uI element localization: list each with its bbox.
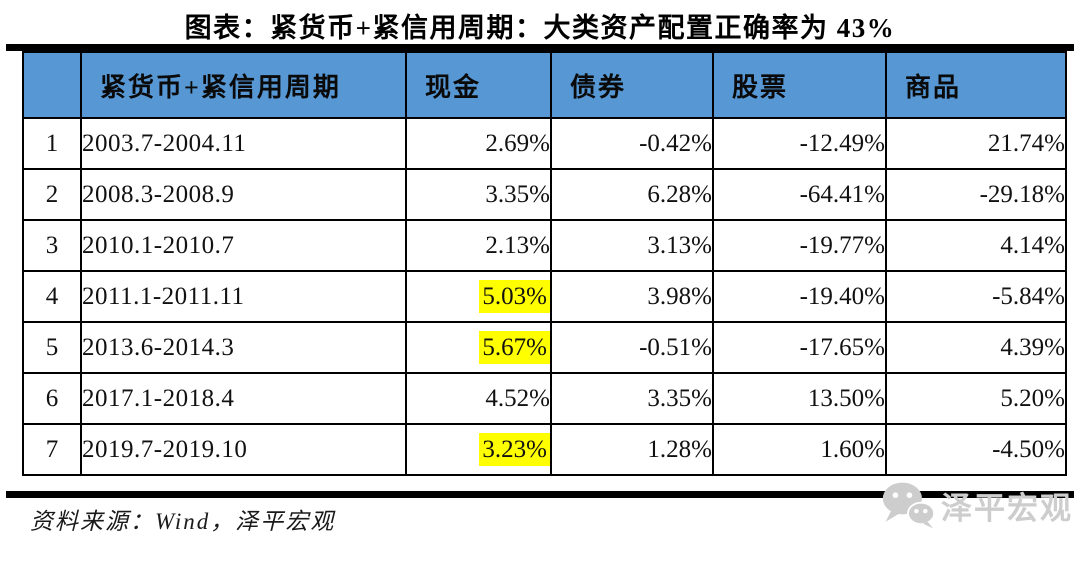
header-bond: 债券 xyxy=(550,51,714,119)
cell-stock: -19.77% xyxy=(712,219,887,272)
cell-commodity: -5.84% xyxy=(885,270,1067,323)
cell-bond: 3.35% xyxy=(550,372,714,425)
row-index: 3 xyxy=(22,219,82,272)
cell-commodity: 4.14% xyxy=(885,219,1067,272)
cell-bond: 6.28% xyxy=(550,168,714,221)
cell-cash-highlighted: 5.03% xyxy=(405,270,552,323)
cell-bond: 3.13% xyxy=(550,219,714,272)
cell-period: 2017.1-2018.4 xyxy=(80,372,407,425)
bottom-rule xyxy=(6,491,1074,498)
row-index: 6 xyxy=(22,372,82,425)
table-row: 1 2003.7-2004.11 2.69% -0.42% -12.49% 21… xyxy=(22,117,1067,170)
top-rule xyxy=(6,44,1074,51)
cell-cash: 3.35% xyxy=(405,168,552,221)
cell-commodity: 21.74% xyxy=(885,117,1067,170)
header-commodity: 商品 xyxy=(885,51,1067,119)
cell-bond: -0.51% xyxy=(550,321,714,374)
table-row: 6 2017.1-2018.4 4.52% 3.35% 13.50% 5.20% xyxy=(22,372,1067,425)
cell-period: 2019.7-2019.10 xyxy=(80,423,407,476)
cell-commodity: -29.18% xyxy=(885,168,1067,221)
table-row: 5 2013.6-2014.3 5.67% -0.51% -17.65% 4.3… xyxy=(22,321,1067,374)
cell-period: 2013.6-2014.3 xyxy=(80,321,407,374)
cell-cash: 2.69% xyxy=(405,117,552,170)
cell-stock: 13.50% xyxy=(712,372,887,425)
cell-cash-highlighted: 5.67% xyxy=(405,321,552,374)
cell-stock: -19.40% xyxy=(712,270,887,323)
table-header-row: 紧货币+紧信用周期 现金 债券 股票 商品 xyxy=(22,51,1067,119)
header-index xyxy=(22,51,82,119)
cell-bond: 1.28% xyxy=(550,423,714,476)
cell-cash: 4.52% xyxy=(405,372,552,425)
table-row: 4 2011.1-2011.11 5.03% 3.98% -19.40% -5.… xyxy=(22,270,1067,323)
cell-bond: -0.42% xyxy=(550,117,714,170)
asset-allocation-table: 紧货币+紧信用周期 现金 债券 股票 商品 1 2003.7-2004.11 2… xyxy=(22,51,1067,476)
cell-stock: -12.49% xyxy=(712,117,887,170)
watermark: 泽平宏观 xyxy=(880,480,1073,530)
row-index: 2 xyxy=(22,168,82,221)
wechat-icon xyxy=(882,482,936,529)
header-stock: 股票 xyxy=(712,51,887,119)
header-cash: 现金 xyxy=(405,51,552,119)
row-index: 1 xyxy=(22,117,82,170)
cell-stock: 1.60% xyxy=(712,423,887,476)
cell-commodity: 5.20% xyxy=(885,372,1067,425)
row-index: 5 xyxy=(22,321,82,374)
cell-stock: -64.41% xyxy=(712,168,887,221)
cell-commodity: -4.50% xyxy=(885,423,1067,476)
table-row: 2 2008.3-2008.9 3.35% 6.28% -64.41% -29.… xyxy=(22,168,1067,221)
figure-title: 图表：紧货币+紧信用周期：大类资产配置正确率为 43% xyxy=(184,13,896,43)
cell-stock: -17.65% xyxy=(712,321,887,374)
cell-bond: 3.98% xyxy=(550,270,714,323)
header-period: 紧货币+紧信用周期 xyxy=(80,51,407,119)
cell-period: 2003.7-2004.11 xyxy=(80,117,407,170)
row-index: 7 xyxy=(22,423,82,476)
row-index: 4 xyxy=(22,270,82,323)
source-note: 资料来源：Wind，泽平宏观 xyxy=(30,509,336,534)
cell-cash: 2.13% xyxy=(405,219,552,272)
cell-commodity: 4.39% xyxy=(885,321,1067,374)
cell-period: 2008.3-2008.9 xyxy=(80,168,407,221)
table-row: 3 2010.1-2010.7 2.13% 3.13% -19.77% 4.14… xyxy=(22,219,1067,272)
cell-cash-highlighted: 3.23% xyxy=(405,423,552,476)
watermark-text: 泽平宏观 xyxy=(941,490,1073,526)
cell-period: 2010.1-2010.7 xyxy=(80,219,407,272)
cell-period: 2011.1-2011.11 xyxy=(80,270,407,323)
table-row: 7 2019.7-2019.10 3.23% 1.28% 1.60% -4.50… xyxy=(22,423,1067,476)
